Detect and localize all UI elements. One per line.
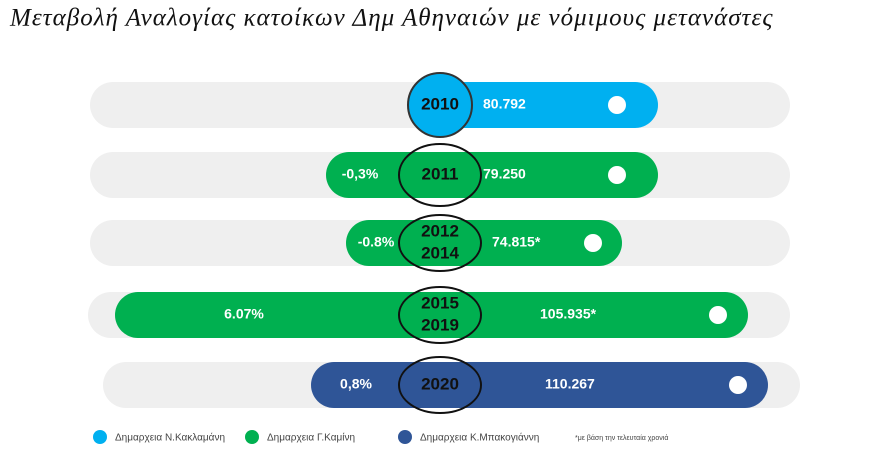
change-label: -0,3%: [342, 166, 379, 182]
period-circle: [398, 143, 482, 207]
count-label: 74.815*: [492, 234, 541, 250]
period-label: 2020: [421, 374, 459, 393]
dot: [608, 166, 626, 184]
change-label: 0,8%: [340, 376, 372, 392]
period-circle: [398, 356, 482, 414]
bar: [311, 362, 768, 408]
count-label: 105.935*: [540, 306, 597, 322]
period-circle: [407, 72, 473, 138]
legend-label: Δημαρχεια Γ.Καμίνη: [267, 432, 355, 444]
title: Μεταβολή Αναλογίας κατοίκων Δημ Αθηναιών…: [9, 5, 774, 32]
count-label: 79.250: [483, 166, 526, 182]
period-circle: [398, 286, 482, 344]
period-label: 2014: [421, 243, 459, 262]
bar: [346, 220, 622, 266]
legend-marker: [245, 430, 259, 444]
legend-marker: [93, 430, 107, 444]
period-label: 2011: [422, 164, 459, 183]
change-label: -0.8%: [358, 234, 395, 250]
period-label: 2015: [421, 293, 459, 312]
period-circle: [398, 214, 482, 272]
legend-marker: [398, 430, 412, 444]
dot: [584, 234, 602, 252]
dot: [729, 376, 747, 394]
count-label: 110.267: [545, 376, 595, 392]
period-label: 2010: [421, 94, 459, 113]
period-label: 2012: [421, 221, 459, 240]
legend-label: Δημαρχεια Ν.Κακλαμάνη: [115, 432, 225, 444]
bar: [326, 152, 658, 198]
dot: [709, 306, 727, 324]
count-label: 80.792: [483, 96, 526, 112]
dot: [608, 96, 626, 114]
change-label: 6.07%: [224, 306, 264, 322]
period-label: 2019: [421, 315, 459, 334]
note: *με βάση την τελευταία χρονιά: [575, 434, 668, 442]
bar: [115, 292, 748, 338]
legend-label: Δημαρχεια Κ.Μπακογιάννη: [420, 432, 539, 444]
